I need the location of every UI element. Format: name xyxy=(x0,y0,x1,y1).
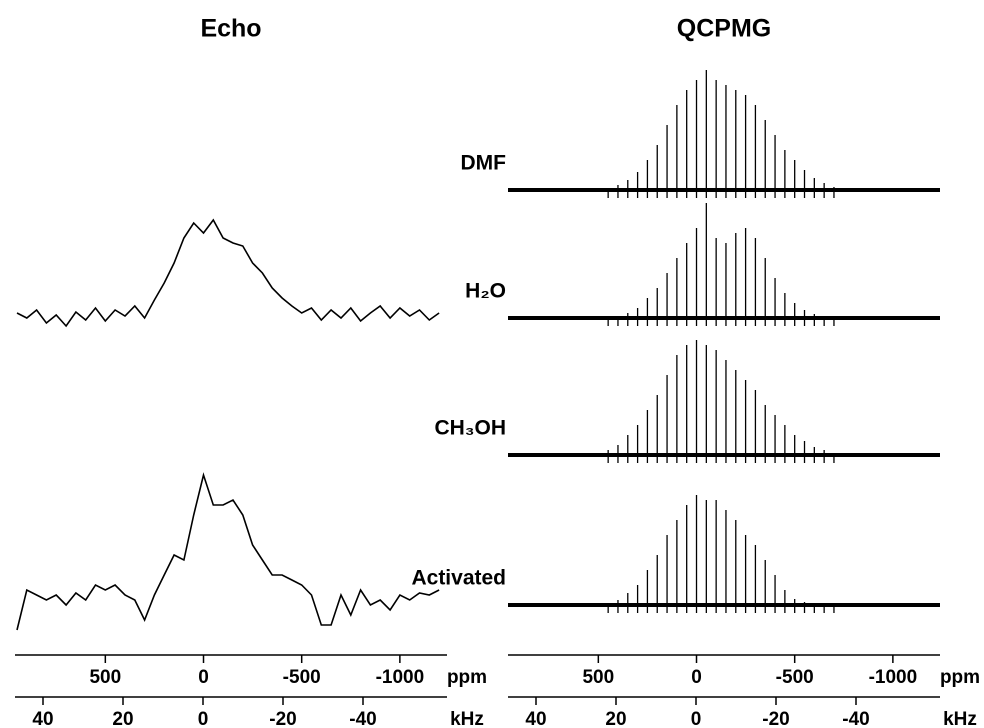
axis-unit: ppm xyxy=(940,667,980,688)
axis-unit: ppm xyxy=(447,667,487,688)
tick-label: 0 xyxy=(691,709,702,728)
panel-title: Echo xyxy=(200,15,261,43)
tick-label: -500 xyxy=(776,667,814,688)
row-label: DMF xyxy=(461,152,507,175)
tick-label: -40 xyxy=(842,709,869,728)
echo-trace xyxy=(16,218,440,328)
tick-label: 20 xyxy=(112,709,133,728)
axis-unit: kHz xyxy=(943,709,977,728)
row-label: CH₃OH xyxy=(434,417,506,440)
tick-label: -500 xyxy=(283,667,321,688)
row-label: Activated xyxy=(411,567,506,590)
tick-label: 20 xyxy=(605,709,626,728)
tick-label: -20 xyxy=(762,709,789,728)
axis-unit: kHz xyxy=(450,709,484,728)
row-label: H₂O xyxy=(465,280,506,303)
tick-label: -1000 xyxy=(869,667,918,688)
tick-label: -20 xyxy=(269,709,296,728)
panel-title: QCPMG xyxy=(677,15,771,43)
tick-label: 40 xyxy=(525,709,546,728)
tick-label: 0 xyxy=(691,667,702,688)
tick-label: -40 xyxy=(349,709,376,728)
tick-label: 500 xyxy=(89,667,121,688)
tick-label: 500 xyxy=(582,667,614,688)
echo-trace xyxy=(16,472,440,631)
tick-label: 0 xyxy=(198,709,209,728)
tick-label: 40 xyxy=(32,709,53,728)
tick-label: -1000 xyxy=(376,667,425,688)
tick-label: 0 xyxy=(198,667,209,688)
